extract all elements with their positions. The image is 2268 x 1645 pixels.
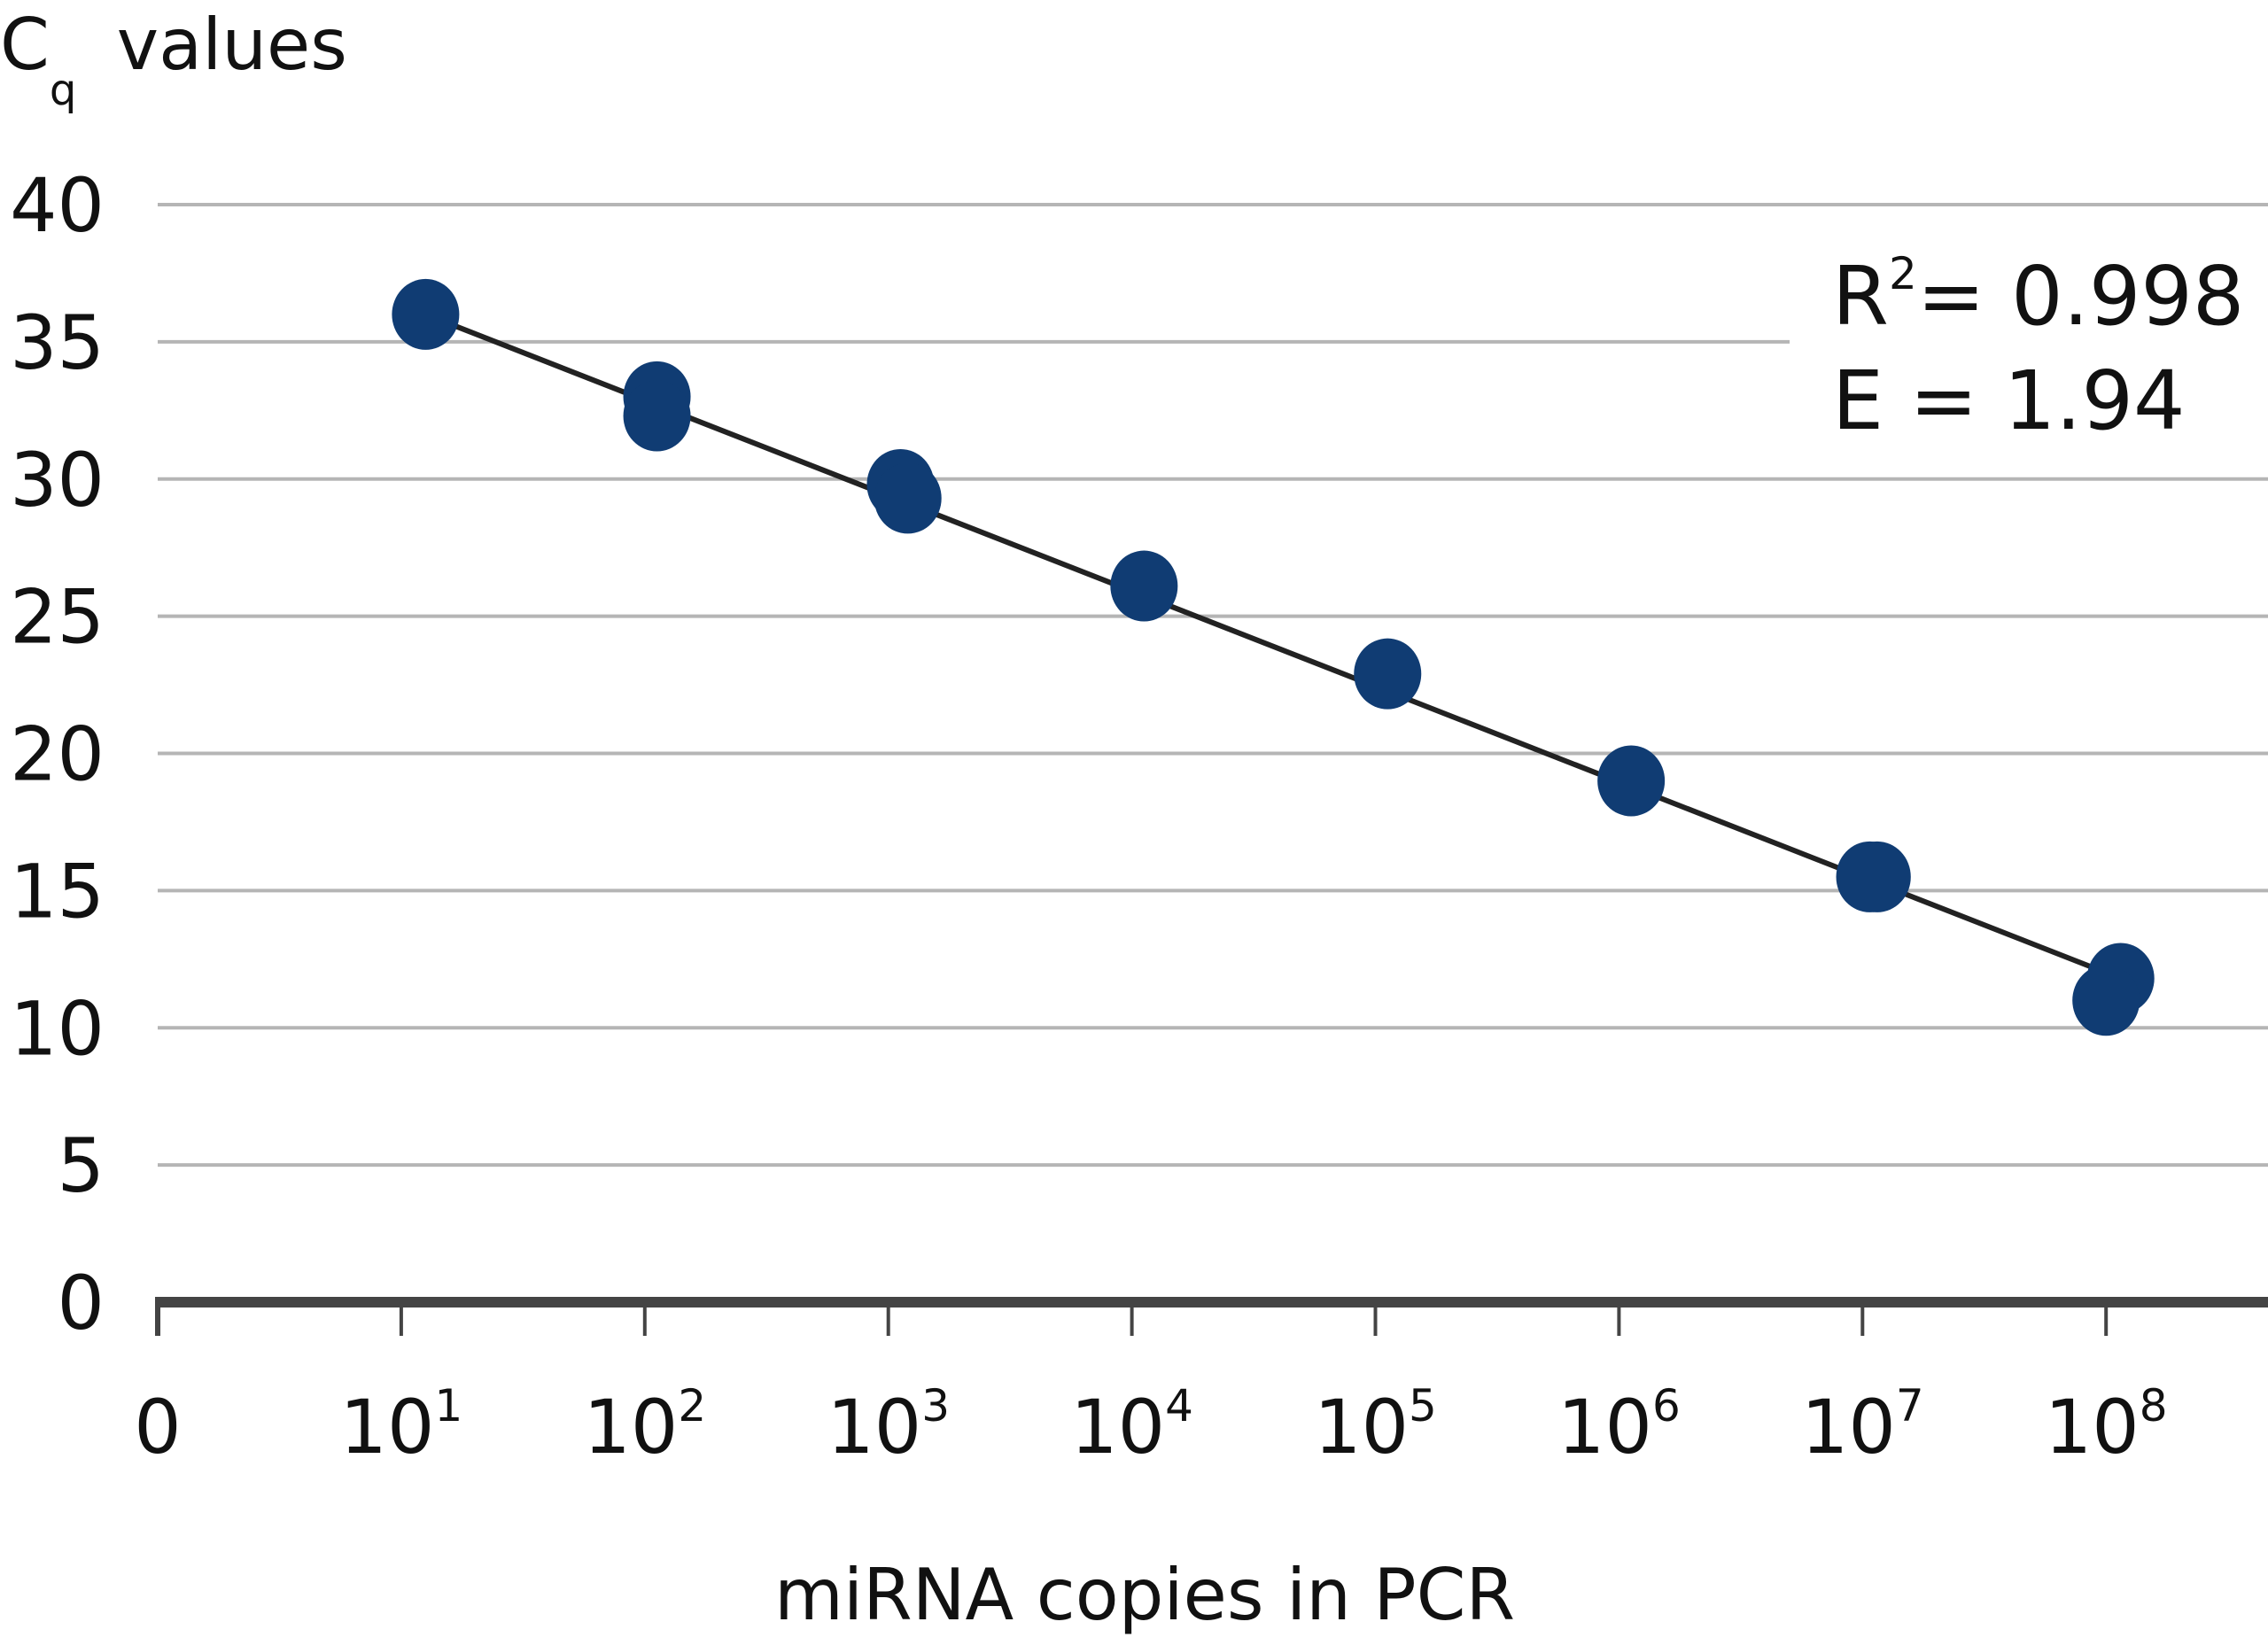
y-tick-label: 35 (10, 299, 105, 386)
x-tick-label: 102 (583, 1380, 706, 1470)
data-point (623, 380, 691, 452)
x-tick-labels: 0 101 102 103 104 105 106 107 108 (134, 1380, 2167, 1470)
x-axis (155, 1297, 2268, 1336)
x-tick-base: 0 (134, 1384, 181, 1470)
data-point (392, 278, 460, 350)
x-tick-label: 106 (1557, 1380, 1681, 1470)
y-tick-label: 25 (10, 574, 105, 661)
x-tick-exponent: 1 (434, 1380, 462, 1432)
x-tick-exponent: 5 (1409, 1380, 1437, 1432)
x-tick-exponent: 4 (1165, 1380, 1193, 1432)
x-tick-base: 10 (583, 1384, 678, 1470)
x-tick-exponent: 6 (1652, 1380, 1681, 1432)
x-tick-label: 104 (1070, 1380, 1193, 1470)
x-tick-label: 0 (134, 1384, 181, 1470)
data-point (1354, 638, 1422, 710)
y-tick-label: 15 (10, 848, 105, 935)
efficiency-annotation: E = 1.94 (1832, 353, 2186, 448)
y-axis-title-rest: values (94, 4, 347, 86)
x-tick-base: 10 (1801, 1384, 1896, 1470)
y-tick-labels: 0 5 10 15 20 25 30 35 40 (10, 162, 105, 1346)
y-tick-label: 20 (10, 711, 105, 798)
data-point (874, 462, 942, 534)
x-tick-exponent: 8 (2140, 1380, 2168, 1432)
data-point (1843, 841, 1911, 912)
x-tick-label: 105 (1314, 1380, 1437, 1470)
y-tick-label: 40 (10, 162, 105, 249)
x-tick-exponent: 2 (678, 1380, 706, 1432)
y-axis-title-subscript: q (50, 66, 76, 115)
data-point (2072, 965, 2140, 1036)
x-tick-base: 10 (340, 1384, 435, 1470)
x-axis-title: miRNA copies in PCR (774, 1554, 1515, 1636)
r-squared-annotation: R2= 0.998 (1832, 248, 2244, 344)
y-tick-label: 10 (10, 985, 105, 1072)
gridlines (158, 203, 2268, 1168)
x-tick-base: 10 (827, 1384, 921, 1470)
r-squared-value: = 0.998 (1917, 249, 2245, 344)
y-axis-title-base: C (0, 4, 50, 86)
r-squared-label: R (1832, 249, 1889, 344)
data-point (1110, 550, 1178, 622)
y-tick-label: 0 (58, 1260, 105, 1346)
y-tick-label: 5 (58, 1122, 105, 1209)
data-points (392, 278, 2155, 1036)
x-tick-exponent: 3 (921, 1380, 950, 1432)
x-tick-base: 10 (1070, 1384, 1165, 1470)
x-tick-exponent: 7 (1896, 1380, 1924, 1432)
x-tick-label: 101 (340, 1380, 463, 1470)
x-tick-base: 10 (1314, 1384, 1409, 1470)
y-tick-label: 30 (10, 437, 105, 524)
data-point (1597, 745, 1666, 817)
x-tick-base: 10 (1557, 1384, 1652, 1470)
x-tick-base: 10 (2045, 1384, 2140, 1470)
x-tick-label: 103 (827, 1380, 950, 1470)
x-tick-label: 107 (1801, 1380, 1924, 1470)
x-tick-label: 108 (2045, 1380, 2168, 1470)
y-axis-title: Cq values (0, 4, 347, 115)
r-squared-sup: 2 (1889, 248, 1917, 299)
